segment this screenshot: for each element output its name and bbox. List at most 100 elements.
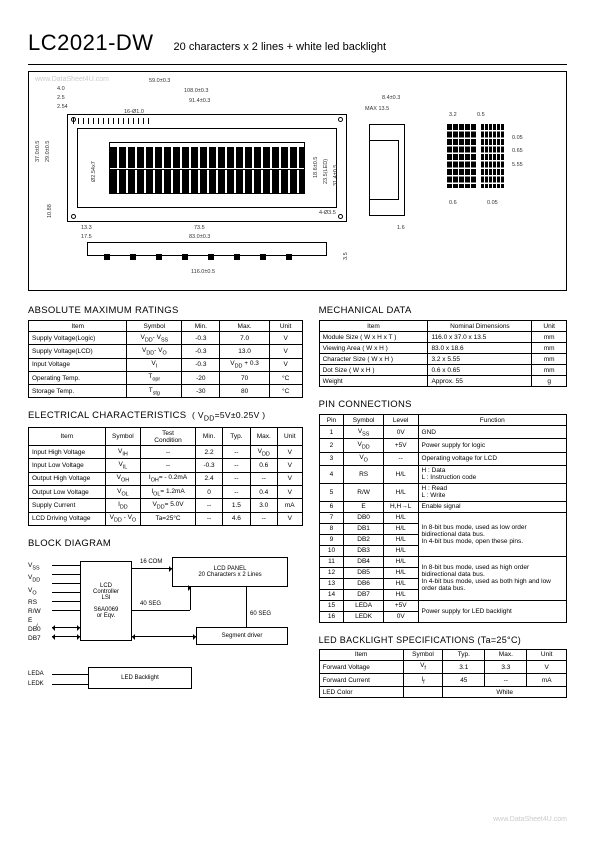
table-cell: H : DataL : Instruction code: [418, 465, 566, 483]
table-cell: Storage Temp.: [29, 385, 127, 398]
table-cell: 0.6 x 0.65: [428, 365, 532, 376]
table-header: Max.: [220, 321, 269, 332]
table-cell: 14: [319, 589, 344, 600]
dim-h3: 23.5(LED): [323, 159, 329, 184]
table-cell: H/L: [383, 578, 418, 589]
table-cell: VOL: [105, 486, 141, 499]
table-cell: 8: [319, 523, 344, 534]
table-cell: Tstg: [127, 385, 182, 398]
table-cell: H/L: [383, 545, 418, 556]
table-cell: 0V: [383, 426, 418, 439]
dim-r2: 4-Ø3.5: [319, 210, 336, 216]
table-cell: V: [269, 345, 302, 358]
table-cell: --: [223, 486, 250, 499]
dim-l2: 29.0±0.5: [45, 141, 51, 162]
table-cell: Dot Size ( W x H ): [319, 365, 428, 376]
table-cell: mm: [532, 365, 567, 376]
table-cell: --: [223, 459, 250, 472]
table-cell: Character Size ( W x H ): [319, 354, 428, 365]
abs-max-table: ItemSymbolMin.Max.UnitSupply Voltage(Log…: [28, 320, 303, 398]
table-cell: Power supply for logic: [418, 439, 566, 452]
table-cell: 13.0: [220, 345, 269, 358]
dim-r3: 1.6: [397, 225, 405, 231]
table-cell: mA: [277, 499, 302, 512]
table-cell: 5: [319, 483, 344, 501]
table-header: Symbol: [403, 649, 443, 660]
label-leda: LEDA: [28, 671, 44, 677]
table-cell: --: [250, 512, 277, 525]
table-cell: --: [141, 446, 196, 459]
dim-c: 2.54: [57, 104, 68, 110]
table-row: 1VSS0VGND: [319, 426, 566, 439]
table-cell: V: [269, 358, 302, 371]
table-cell: V: [277, 486, 302, 499]
signal-label: DB0: [28, 625, 41, 634]
table-row: Forward CurrentIf45--mA: [319, 674, 566, 687]
table-cell: H,H→L: [383, 501, 418, 512]
table-cell: H : ReadL : Write: [418, 483, 566, 501]
table-cell: [403, 687, 443, 698]
table-header: Pin: [319, 415, 344, 426]
label-ledk: LEDK: [28, 681, 44, 687]
table-cell: -0.3: [195, 459, 222, 472]
table-cell: DB0: [344, 512, 384, 523]
signal-label: VDD: [28, 573, 41, 585]
table-cell: -0.3: [182, 345, 220, 358]
part-number: LC2021-DW: [28, 30, 154, 56]
table-row: Module Size ( W x H x T )116.0 x 37.0 x …: [319, 332, 566, 343]
table-cell: Vf: [403, 660, 443, 673]
dim-r1: 8.4±0.3: [382, 95, 400, 101]
table-cell: 80: [220, 385, 269, 398]
elec-char-cond: ( VDD=5V±0.25V ): [189, 410, 265, 420]
table-cell: 0: [195, 486, 222, 499]
table-cell: 2: [319, 439, 344, 452]
abs-max-title: ABSOLUTE MAXIMUM RATINGS: [28, 305, 303, 316]
signal-label: DB7: [28, 634, 41, 643]
table-cell: 45: [443, 674, 485, 687]
table-cell: °C: [269, 371, 302, 384]
table-row: Input VoltageVI-0.3VDD + 0.3V: [29, 358, 303, 371]
table-header: Level: [383, 415, 418, 426]
block-diagram-section: BLOCK DIAGRAM VSSVDDVORSR/WEDB0DB7 LCDCo…: [28, 538, 303, 703]
table-cell: In 8-bit bus mode, used as high order bi…: [418, 556, 566, 600]
pin-conn-section: PIN CONNECTIONS PinSymbolLevelFunction1V…: [319, 399, 567, 623]
dim-s4a: 0.05: [512, 135, 523, 141]
table-cell: VO: [344, 452, 384, 465]
table-cell: 7: [319, 512, 344, 523]
dim-b3: 73.5: [194, 225, 205, 231]
label-60seg: 60 SEG: [250, 611, 271, 617]
table-cell: g: [532, 376, 567, 387]
table-cell: VDD - VO: [105, 512, 141, 525]
table-cell: Input Voltage: [29, 358, 127, 371]
table-cell: H/L: [383, 556, 418, 567]
table-header: TestCondition: [141, 428, 196, 446]
table-cell: VDD + 0.3: [220, 358, 269, 371]
table-cell: DB7: [344, 589, 384, 600]
table-header: Item: [319, 649, 403, 660]
table-cell: Input High Voltage: [29, 446, 106, 459]
table-header: Max.: [485, 649, 527, 660]
table-cell: GND: [418, 426, 566, 439]
table-cell: Output High Voltage: [29, 472, 106, 485]
dim-d: 16-Ø1.0: [124, 109, 144, 115]
table-row: 3VO--Operating voltage for LCD: [319, 452, 566, 465]
elec-char-title: ELECTRICAL CHARACTERISTICS ( VDD=5V±0.25…: [28, 410, 303, 423]
table-cell: H/L: [383, 523, 418, 534]
table-cell: 10: [319, 545, 344, 556]
table-cell: Ta=25°C: [141, 512, 196, 525]
table-cell: 70: [220, 371, 269, 384]
abs-max-section: ABSOLUTE MAXIMUM RATINGS ItemSymbolMin.M…: [28, 305, 303, 398]
signal-label: VO: [28, 586, 41, 598]
table-cell: Topr: [127, 371, 182, 384]
table-row: 7DB0H/LIn 8-bit bus mode, used as low or…: [319, 512, 566, 523]
table-cell: LED Color: [319, 687, 403, 698]
table-cell: 9: [319, 534, 344, 545]
table-cell: V: [527, 660, 567, 673]
table-cell: 3: [319, 452, 344, 465]
table-cell: VDD= 5.0V: [141, 499, 196, 512]
table-row: Input Low VoltageVIL---0.3--0.6V: [29, 459, 303, 472]
table-cell: Power supply for LED backlight: [418, 600, 566, 622]
table-header: Unit: [269, 321, 302, 332]
table-cell: E: [344, 501, 384, 512]
table-cell: RS: [344, 465, 384, 483]
